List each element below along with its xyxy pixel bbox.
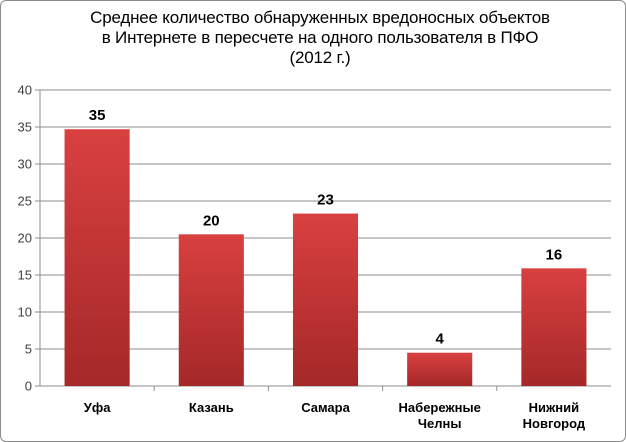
x-category-label: Казань	[189, 400, 234, 415]
y-tick-label: 40	[18, 83, 32, 98]
x-category-label: Набережные	[399, 400, 481, 415]
y-tick-label: 25	[18, 194, 32, 209]
y-tick-label: 5	[25, 342, 32, 357]
y-tick-label: 10	[18, 305, 32, 320]
y-tick-label: 15	[18, 268, 32, 283]
chart-title-line-3: (2012 г.)	[289, 48, 351, 67]
y-tick-label: 30	[18, 157, 32, 172]
bar	[521, 268, 587, 386]
chart-title: Среднее количество обнаруженных вредонос…	[40, 8, 600, 68]
x-category-label: Нижний	[529, 400, 579, 415]
chart-title-line-1: Среднее количество обнаруженных вредонос…	[90, 8, 550, 27]
x-category-label: Самара	[301, 400, 350, 415]
x-category-label: Новгород	[523, 416, 586, 431]
y-tick-label: 0	[25, 379, 32, 394]
y-tick-label: 20	[18, 231, 32, 246]
y-tick-label: 35	[18, 120, 32, 135]
data-label: 35	[89, 107, 106, 124]
bar	[178, 234, 244, 386]
data-label: 23	[317, 192, 334, 209]
data-label: 16	[546, 246, 563, 263]
chart-title-line-2: в Интернете в пересчете на одного пользо…	[101, 28, 539, 47]
x-category-label: Челны	[418, 416, 462, 431]
bar	[407, 352, 473, 386]
data-label: 4	[436, 331, 445, 348]
data-label: 20	[203, 212, 220, 229]
bar	[292, 213, 359, 386]
x-category-label: Уфа	[84, 400, 111, 415]
bar	[64, 129, 130, 386]
